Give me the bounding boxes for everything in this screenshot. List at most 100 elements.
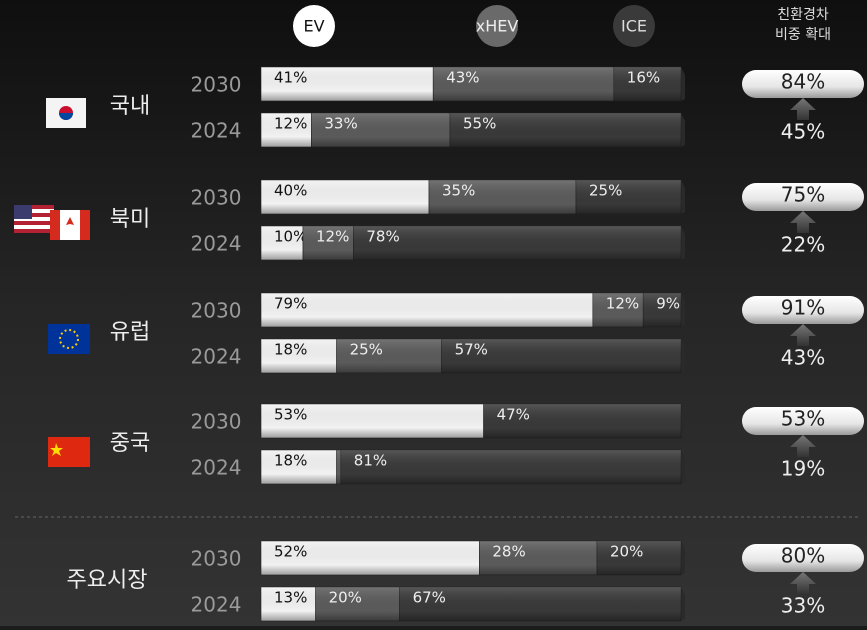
- value-label: 79%: [274, 295, 307, 313]
- value-label: 25%: [350, 341, 383, 359]
- eco-value: 33%: [781, 594, 825, 618]
- bar-shade: [261, 404, 484, 438]
- value-label: 55%: [463, 115, 496, 133]
- bar-shade: [261, 180, 429, 214]
- eco-value: 75%: [781, 183, 825, 207]
- bar-shade: [336, 339, 442, 373]
- bar-shade: [479, 541, 597, 575]
- value-label: 53%: [274, 406, 307, 424]
- year-label: 2030: [191, 547, 242, 571]
- bar-shade: [592, 293, 644, 327]
- eco-value: 22%: [781, 233, 825, 257]
- bar-shade: [433, 67, 614, 101]
- eco-value: 19%: [781, 457, 825, 481]
- year-label: 2030: [191, 410, 242, 434]
- eco-value: 80%: [781, 544, 825, 568]
- bar-shade: [261, 226, 303, 260]
- bar-shade: [399, 587, 681, 621]
- bar-cap: [681, 541, 685, 575]
- bar-shade: [340, 450, 681, 484]
- bar-cap: [681, 339, 685, 373]
- eco-value: 91%: [781, 296, 825, 320]
- flag-eu: [48, 324, 90, 354]
- year-label: 2024: [191, 456, 242, 480]
- eco-arrow: [790, 572, 816, 594]
- year-label: 2030: [191, 299, 242, 323]
- bar-shade: [261, 587, 316, 621]
- eco-pill: [742, 407, 864, 435]
- year-label: 2024: [191, 345, 242, 369]
- bar-shade: [261, 113, 312, 147]
- eco-title: 친환경차: [777, 7, 829, 23]
- eco-value: 43%: [781, 346, 825, 370]
- bar-shade: [336, 450, 341, 484]
- value-label: 20%: [329, 589, 362, 607]
- eco-arrow: [790, 324, 816, 346]
- bar-shade: [261, 67, 434, 101]
- bar-cap: [681, 113, 685, 147]
- value-label: 9%: [656, 295, 680, 313]
- legend-swatch: [613, 5, 655, 47]
- eco-value: 84%: [781, 70, 825, 94]
- region-label: 북미: [110, 207, 150, 232]
- bar-shade: [311, 113, 450, 147]
- eco-value: 53%: [781, 407, 825, 431]
- value-label: 52%: [274, 543, 307, 561]
- bar-shade: [613, 67, 681, 101]
- bar-shade: [261, 541, 480, 575]
- value-label: 28%: [492, 543, 525, 561]
- bar-shade: [643, 293, 681, 327]
- value-label: 20%: [610, 543, 643, 561]
- bar-shade: [315, 587, 400, 621]
- legend-label: xHEV: [476, 17, 519, 36]
- eco-pill: [742, 183, 864, 211]
- year-label: 2030: [191, 186, 242, 210]
- value-label: 18%: [274, 452, 307, 470]
- value-label: 67%: [413, 589, 446, 607]
- eco-pill: [742, 70, 864, 98]
- bar-shade: [261, 339, 337, 373]
- bar-cap: [681, 180, 685, 214]
- bar-shade: [353, 226, 681, 260]
- bar-shade: [597, 541, 681, 575]
- eco-value: 45%: [781, 120, 825, 144]
- value-label: 78%: [366, 228, 399, 246]
- bar-cap: [681, 587, 685, 621]
- value-label: 12%: [606, 295, 639, 313]
- bar-shade: [441, 339, 681, 373]
- value-label: 40%: [274, 182, 307, 200]
- region-label: 중국: [110, 431, 150, 456]
- bar-shade: [303, 226, 354, 260]
- bar-cap: [681, 293, 685, 327]
- value-label: 81%: [354, 452, 387, 470]
- legend-swatch: [476, 5, 518, 47]
- legend-label: EV: [303, 17, 324, 36]
- bar-shade: [261, 293, 593, 327]
- bar-cap: [681, 404, 685, 438]
- bar-cap: [681, 450, 685, 484]
- year-label: 2024: [191, 232, 242, 256]
- value-label: 12%: [316, 228, 349, 246]
- eco-arrow: [790, 98, 816, 120]
- bar-cap: [681, 226, 685, 260]
- eco-arrow: [790, 435, 816, 457]
- value-label: 16%: [627, 69, 660, 87]
- region-label: 주요시장: [67, 568, 148, 593]
- year-label: 2024: [191, 119, 242, 143]
- region-label: 국내: [110, 94, 150, 119]
- bar-shade: [450, 113, 681, 147]
- bar-shade: [483, 404, 681, 438]
- value-label: 13%: [274, 589, 307, 607]
- bar-shade: [261, 450, 337, 484]
- value-label: 25%: [589, 182, 622, 200]
- value-label: 41%: [274, 69, 307, 87]
- bar-cap: [681, 67, 685, 101]
- value-label: 47%: [497, 406, 530, 424]
- region-label: 유럽: [110, 320, 150, 345]
- bar-shade: [576, 180, 681, 214]
- eco-pill: [742, 544, 864, 572]
- year-label: 2030: [191, 73, 242, 97]
- flag-ca: [50, 210, 90, 240]
